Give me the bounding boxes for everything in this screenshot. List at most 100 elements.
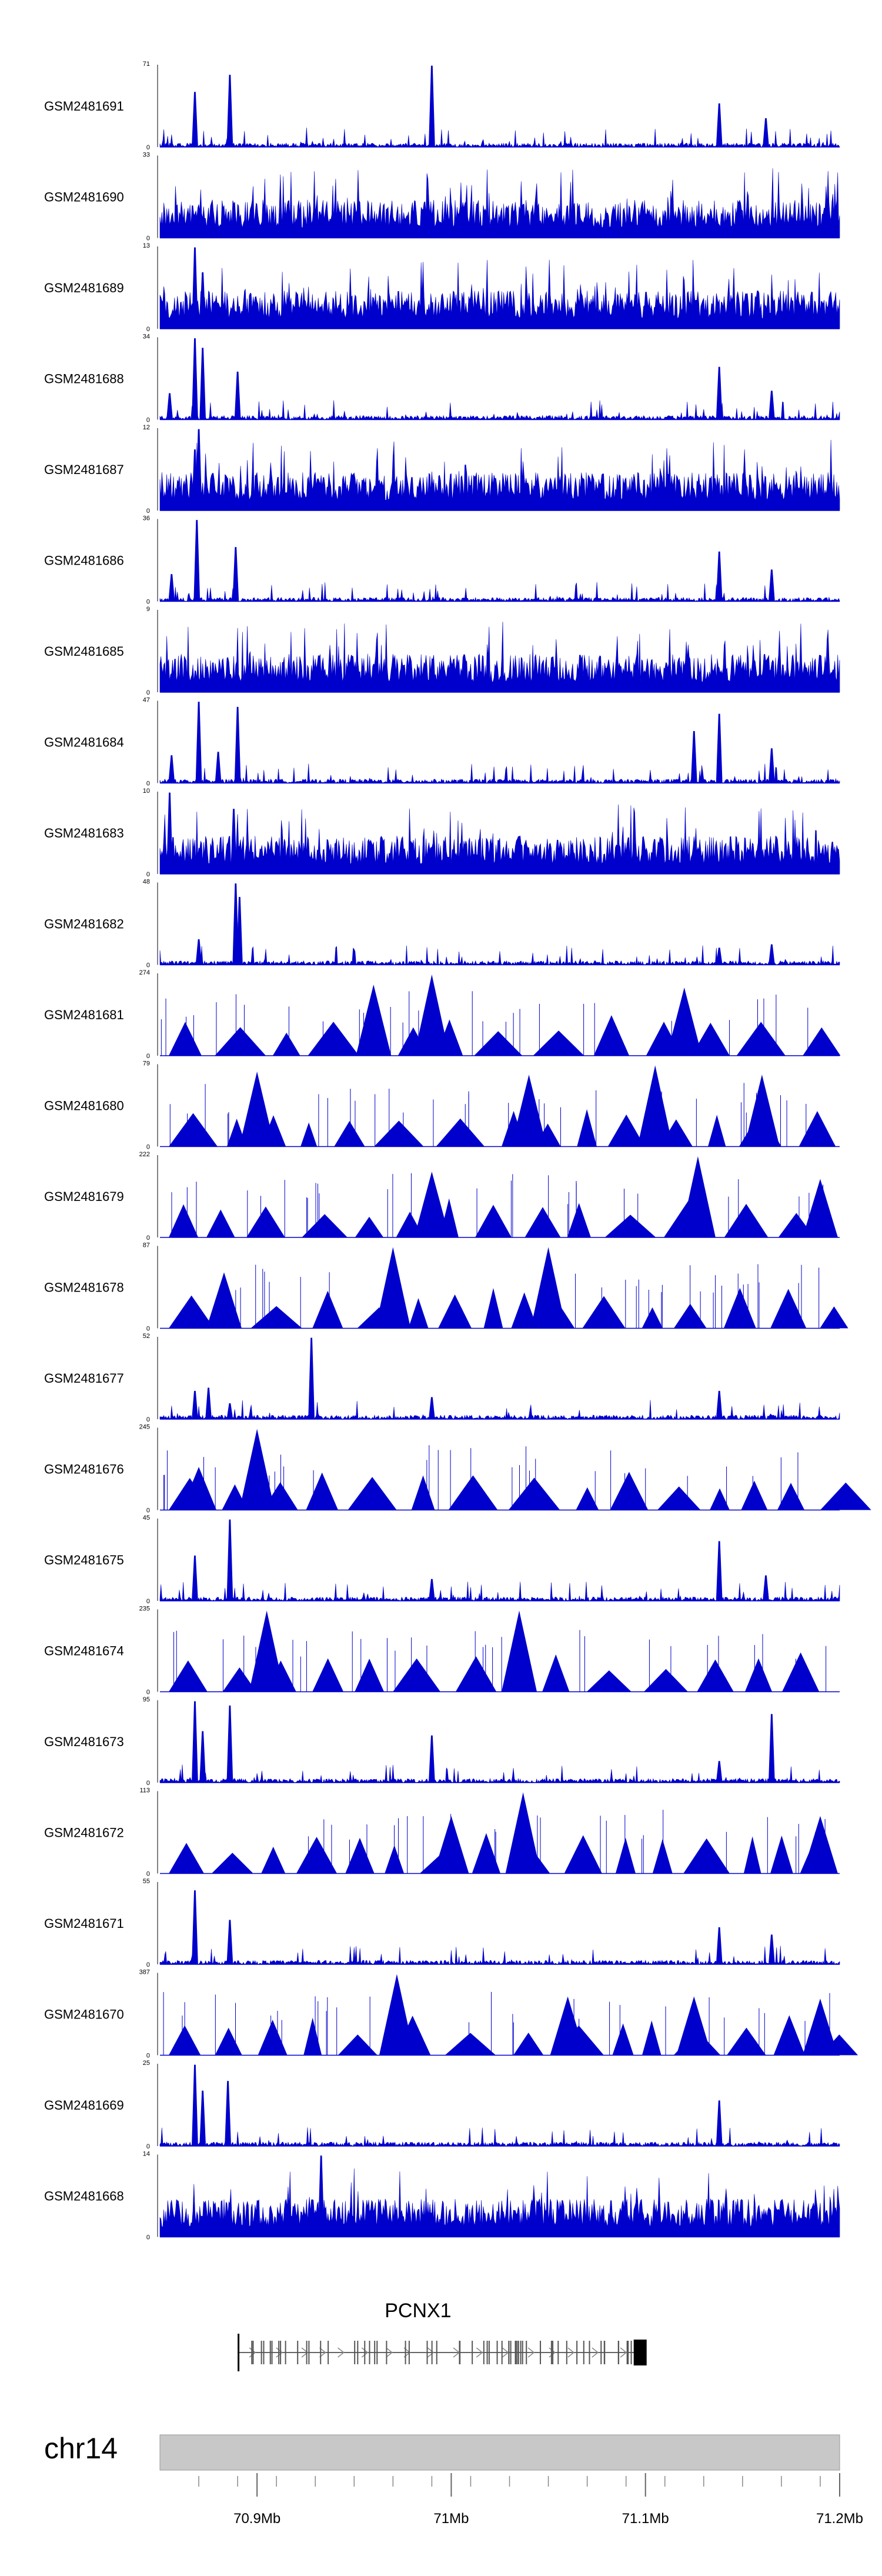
exon	[354, 2341, 356, 2364]
exon	[517, 2341, 519, 2364]
exon	[514, 2341, 516, 2364]
strand-arrow	[476, 2347, 483, 2358]
track-GSM2481673: GSM2481673 95 0	[44, 1696, 840, 1787]
coverage-area	[159, 1400, 840, 1420]
track-label: GSM2481669	[44, 2098, 124, 2113]
track-ymin: 0	[146, 871, 150, 878]
exon	[271, 2341, 273, 2364]
exon	[600, 2341, 602, 2364]
peak	[226, 1519, 233, 1601]
track-GSM2481689: GSM2481689 13 0	[44, 242, 840, 333]
exon	[583, 2341, 584, 2364]
coverage-block	[770, 1835, 793, 1874]
track-label: GSM2481684	[44, 735, 124, 750]
exon	[520, 2341, 522, 2364]
exon	[269, 2341, 271, 2364]
coverage-block	[511, 1292, 537, 1329]
coverage-block	[169, 1022, 202, 1056]
peak	[716, 1761, 723, 1783]
exon	[278, 2341, 280, 2364]
exon	[297, 2341, 299, 2364]
exon	[501, 2341, 503, 2364]
coverage-block	[475, 1204, 512, 1237]
strand-arrow	[427, 2347, 435, 2358]
coverage-block	[782, 1652, 820, 1692]
track-ymax: 25	[143, 2060, 150, 2067]
coverage-block	[169, 1843, 205, 1874]
coverage-block	[355, 1216, 384, 1237]
coverage-block	[272, 1032, 300, 1056]
peak	[192, 338, 198, 420]
gene-model	[238, 2334, 647, 2371]
peak	[193, 520, 201, 602]
coverage-area	[159, 763, 840, 784]
track-label: GSM2481682	[44, 917, 124, 932]
peak	[768, 1714, 775, 1783]
chromosome-label: chr14	[44, 2432, 118, 2465]
peak	[802, 1998, 838, 2056]
track-ymax: 87	[143, 1242, 150, 1249]
coverage-area	[159, 622, 840, 693]
peak	[716, 551, 723, 602]
track-ymax: 55	[143, 1878, 150, 1885]
strand-arrow	[567, 2347, 575, 2358]
coverage-area	[159, 400, 840, 421]
coverage-block	[773, 2015, 806, 2056]
coverage-block	[564, 1835, 602, 1874]
track-GSM2481684: GSM2481684 47 0	[44, 697, 840, 788]
coverage-block	[707, 1115, 726, 1147]
exon	[386, 2341, 387, 2364]
track-ymin: 0	[146, 144, 150, 151]
track-GSM2481690: GSM2481690 33 0	[44, 152, 840, 242]
peak	[195, 702, 202, 783]
peak	[318, 2155, 325, 2237]
exon	[364, 2341, 366, 2364]
peak	[428, 65, 435, 148]
coverage-block	[727, 2027, 766, 2056]
track-label: GSM2481670	[44, 2007, 124, 2022]
coverage-block	[533, 1030, 584, 1056]
coverage-block	[408, 1298, 429, 1329]
peak	[192, 2064, 198, 2147]
coverage-block	[436, 1118, 485, 1147]
peak	[166, 792, 173, 875]
track-ymin: 0	[146, 1507, 150, 1514]
coverage-block	[300, 1122, 318, 1147]
coverage-block	[393, 1658, 441, 1692]
peak	[308, 1337, 315, 1420]
exon	[522, 2341, 523, 2364]
track-ymax: 387	[139, 1969, 150, 1976]
track-GSM2481677: GSM2481677 52 0	[44, 1333, 840, 1423]
track-ymin: 0	[146, 1689, 150, 1696]
track-ymax: 36	[143, 515, 150, 522]
track-ymax: 13	[143, 242, 150, 249]
coverage-block	[820, 1306, 848, 1329]
tick-label: 71.1Mb	[622, 2511, 669, 2527]
peak	[181, 1467, 217, 1510]
track-ymin: 0	[146, 1871, 150, 1878]
track-GSM2481679: GSM2481679 222 0	[44, 1151, 840, 1242]
peak	[195, 939, 202, 965]
coverage-area	[159, 2168, 840, 2237]
coverage-block	[169, 1204, 199, 1237]
exon	[408, 2341, 410, 2364]
exon	[308, 2341, 310, 2364]
strand-arrow	[386, 2347, 393, 2358]
peak	[768, 391, 775, 420]
exon	[251, 2341, 253, 2364]
peak	[226, 1705, 233, 1783]
coverage-block	[215, 2027, 242, 2056]
coverage-block	[697, 1659, 734, 1692]
peak	[192, 1390, 198, 1420]
peak	[199, 348, 206, 420]
exon	[280, 2341, 282, 2364]
coverage-block	[615, 1837, 636, 1874]
coverage-block	[770, 1289, 807, 1329]
track-ymin: 0	[146, 1053, 150, 1060]
tick-label: 71.2Mb	[816, 2511, 863, 2527]
track-GSM2481668: GSM2481668 14 0	[44, 2151, 840, 2241]
track-GSM2481691: GSM2481691 71 0	[44, 61, 840, 151]
coverage-block	[306, 1472, 339, 1510]
coverage-block	[374, 1120, 424, 1147]
track-ymin: 0	[146, 1780, 150, 1787]
